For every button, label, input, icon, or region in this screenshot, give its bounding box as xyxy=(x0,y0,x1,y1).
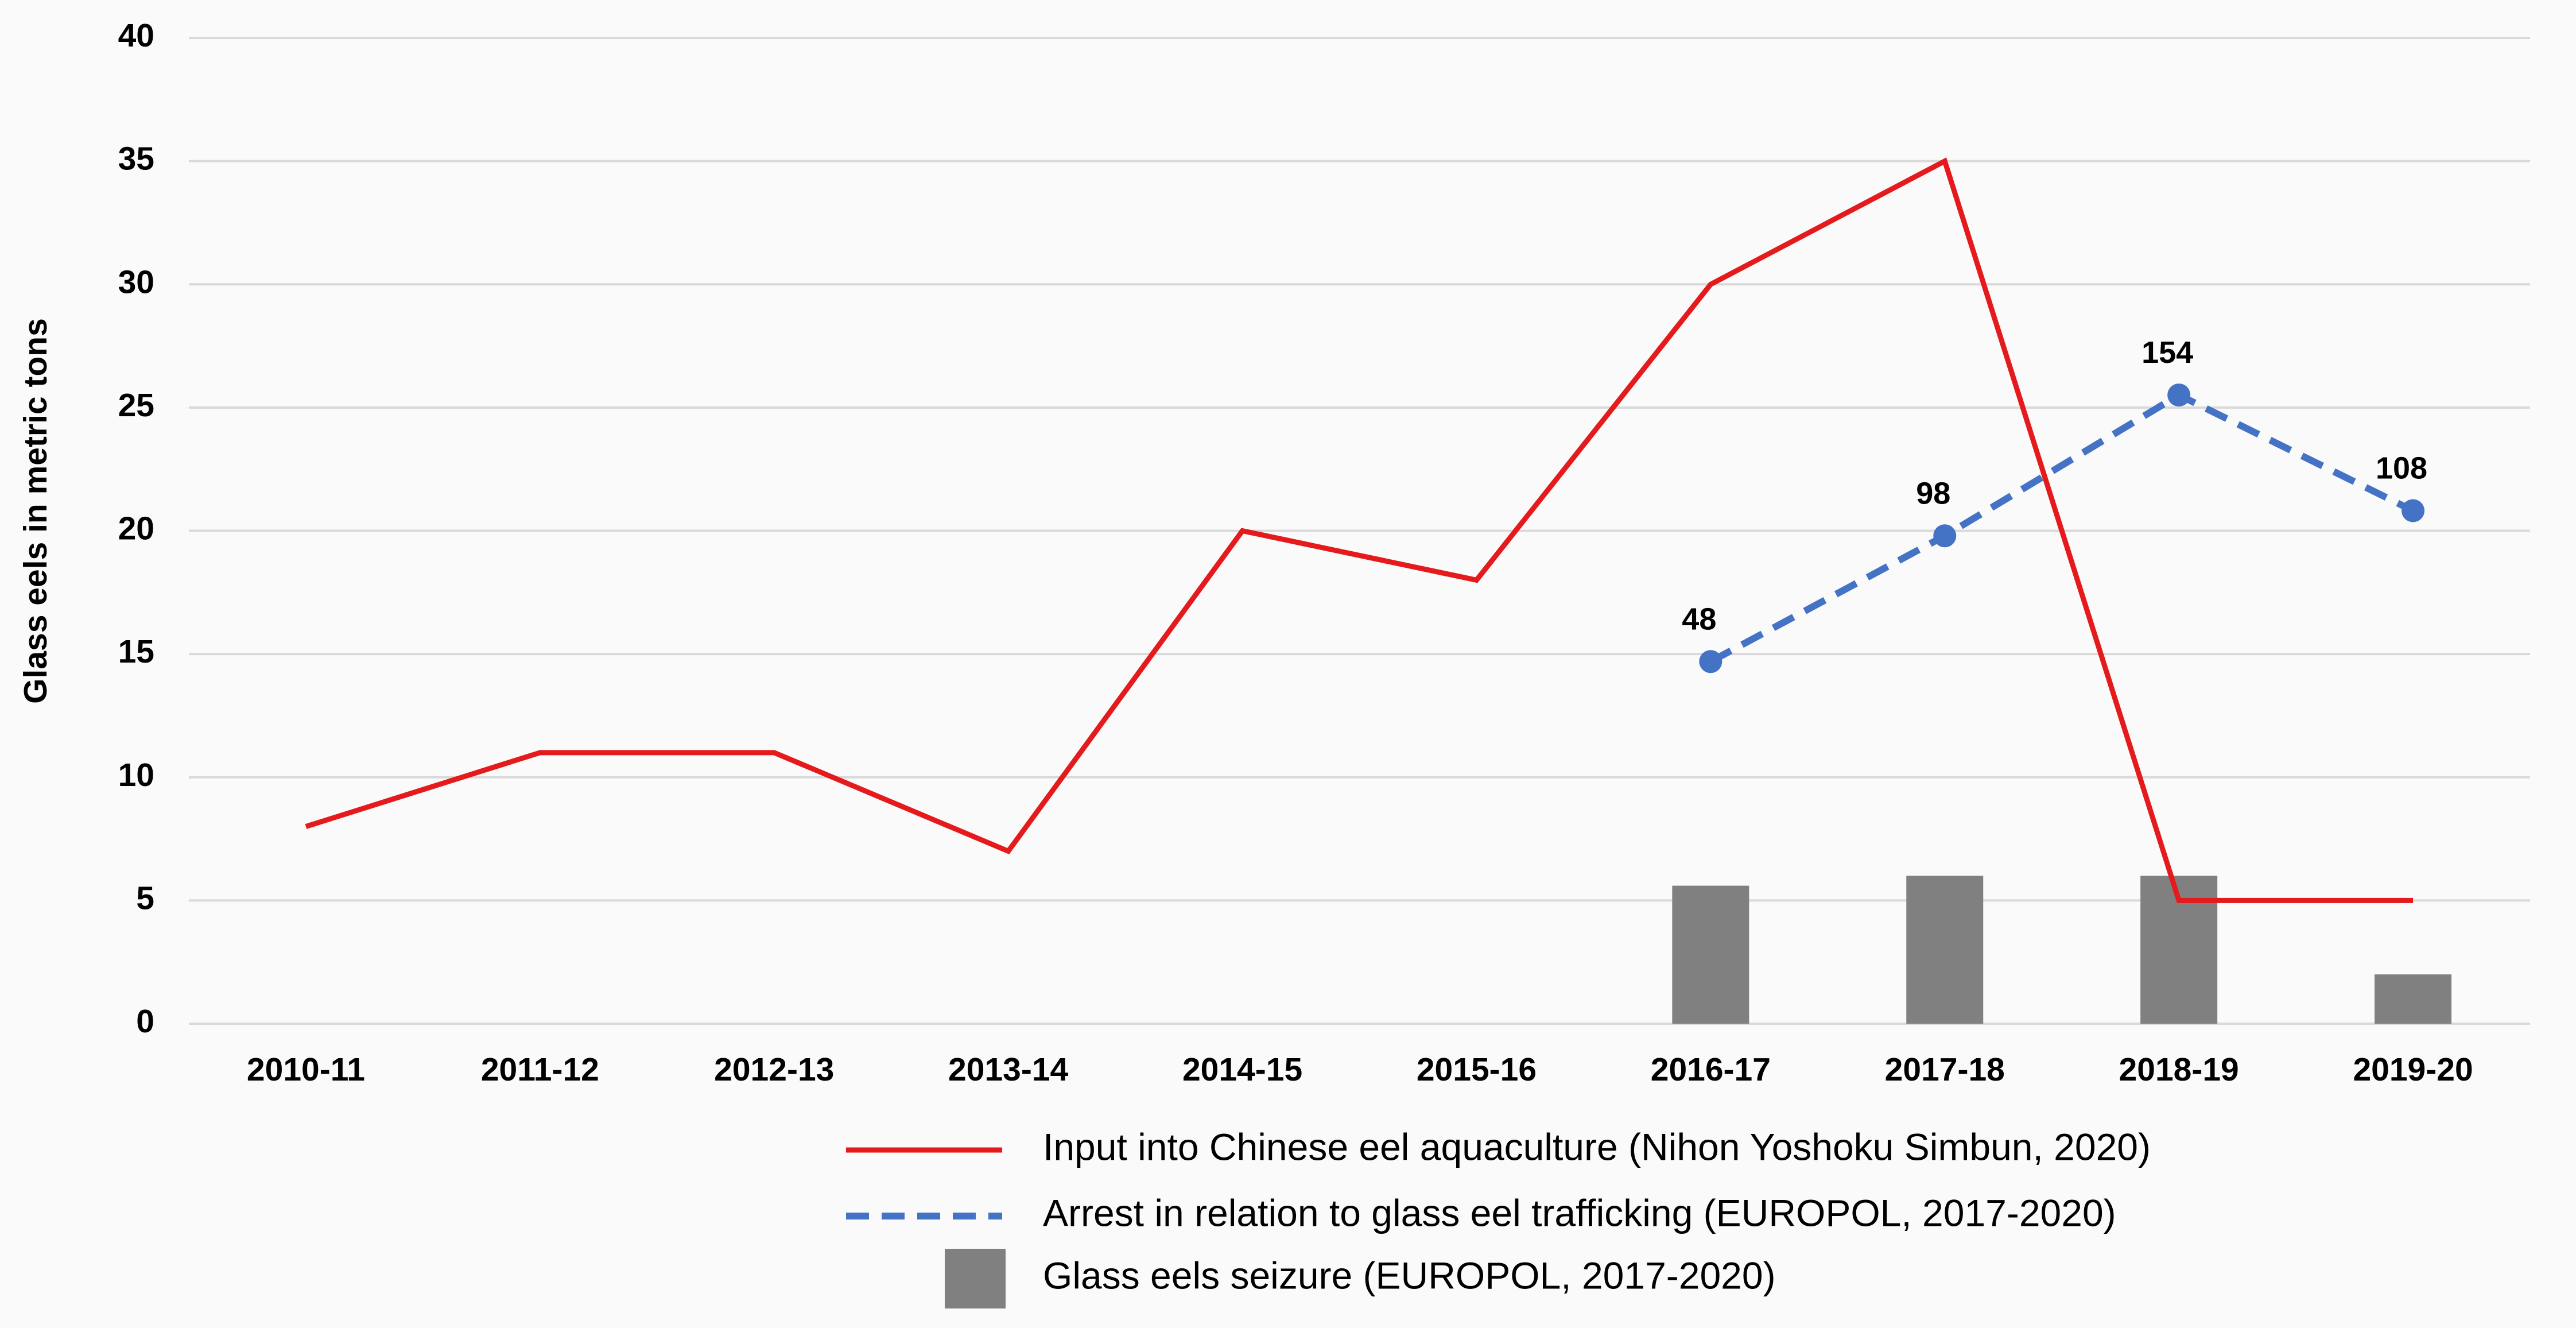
line xyxy=(305,157,2414,903)
legend-label: Input into Chinese eel aquaculture (Niho… xyxy=(1043,1125,2151,1168)
marker xyxy=(1933,524,1957,548)
legend-label: Arrest in relation to glass eel traffick… xyxy=(1043,1191,2116,1234)
marker xyxy=(2167,383,2191,406)
legend-swatch xyxy=(945,1249,1006,1308)
bar xyxy=(1672,885,1749,1024)
marker xyxy=(1699,650,1722,673)
y-tick-label: 5 xyxy=(136,880,154,916)
y-tick-label: 35 xyxy=(118,141,154,177)
y-tick-label: 20 xyxy=(118,510,154,547)
x-tick-label: 2019-20 xyxy=(2353,1051,2473,1088)
x-tick-label: 2014-15 xyxy=(1182,1051,1302,1088)
y-tick-label: 30 xyxy=(118,264,154,300)
x-tick-label: 2012-13 xyxy=(714,1051,834,1088)
x-tick-label: 2011-12 xyxy=(481,1051,599,1088)
x-tick-label: 2010-11 xyxy=(247,1051,365,1088)
line xyxy=(1709,391,2415,665)
y-tick-label: 10 xyxy=(118,757,154,793)
x-tick-label: 2017-18 xyxy=(1885,1051,2005,1088)
x-tick-label: 2015-16 xyxy=(1417,1051,1537,1088)
x-tick-label: 2018-19 xyxy=(2119,1051,2239,1088)
data-label: 48 xyxy=(1682,602,1716,637)
y-axis-label: Glass eels in metric tons xyxy=(17,318,54,704)
y-tick-label: 0 xyxy=(136,1003,154,1040)
bar xyxy=(1906,876,1984,1024)
x-tick-label: 2013-14 xyxy=(948,1051,1068,1088)
data-label: 154 xyxy=(2142,335,2193,370)
x-tick-label: 2016-17 xyxy=(1651,1051,1771,1088)
marker xyxy=(2402,499,2425,522)
y-tick-label: 40 xyxy=(118,17,154,54)
data-label: 108 xyxy=(2376,451,2427,486)
y-tick-label: 25 xyxy=(118,387,154,424)
legend-label: Glass eels seizure (EUROPOL, 2017-2020) xyxy=(1043,1254,1776,1296)
bar xyxy=(2375,974,2452,1024)
data-label: 98 xyxy=(1916,477,1950,511)
y-tick-label: 15 xyxy=(118,633,154,670)
